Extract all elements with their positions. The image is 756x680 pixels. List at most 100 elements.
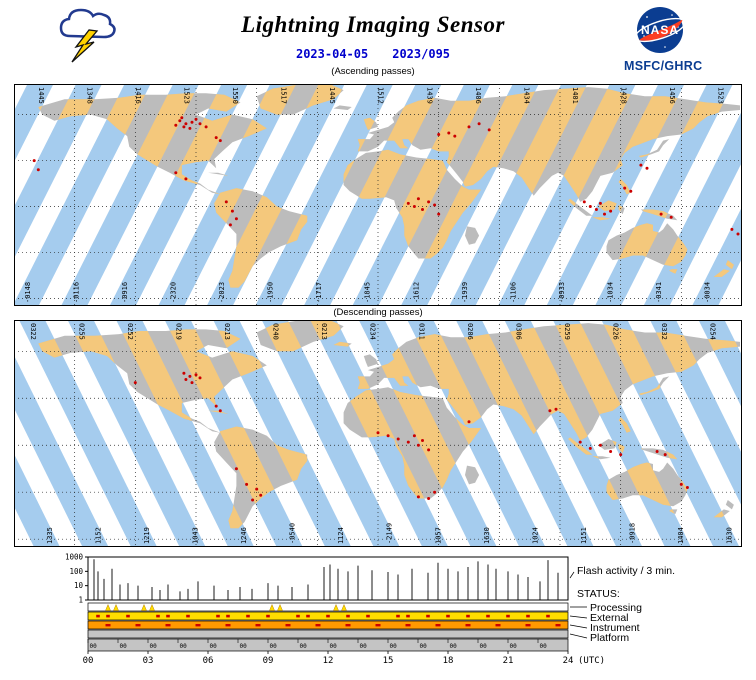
nasa-logo-text: NASA <box>641 23 679 37</box>
instrument-mark <box>105 624 111 627</box>
svg-text:1434: 1434 <box>522 87 530 104</box>
svg-text:00: 00 <box>420 643 428 650</box>
external-mark <box>166 614 170 618</box>
utc-unit-label: (UTC) <box>578 656 605 666</box>
date-link-iso[interactable]: 2023-04-05 <box>295 47 369 61</box>
nasa-logo-swoosh <box>639 19 683 41</box>
svg-text:00: 00 <box>120 643 128 650</box>
instrument-mark <box>375 624 381 627</box>
lightning-flash-dots <box>32 116 740 236</box>
svg-text:-1939: -1939 <box>461 282 469 303</box>
external-mark <box>546 614 550 618</box>
svg-text:00: 00 <box>390 643 398 650</box>
svg-text:1246: 1246 <box>240 527 248 544</box>
flash-activity-spikes <box>93 559 559 600</box>
svg-text:1057: 1057 <box>434 527 442 544</box>
processing-mark <box>341 603 347 611</box>
instrument-mark <box>495 624 501 627</box>
svg-text:1043: 1043 <box>192 527 200 544</box>
instrument-mark <box>405 624 411 627</box>
descending-passes-label: (Descending passes) <box>333 307 423 318</box>
instrument-mark <box>255 624 261 627</box>
svg-text:09: 09 <box>263 656 274 666</box>
lat-lon-grid <box>14 84 742 306</box>
svg-text:-1612: -1612 <box>412 282 420 303</box>
orbit-time-labels-bottom: 1335 1152 1219 1043 1246 -0540 1124 -2149 1057 16… <box>46 523 733 544</box>
svg-text:1630: 1630 <box>483 527 491 544</box>
svg-text:15: 15 <box>383 656 394 666</box>
svg-text:1219: 1219 <box>143 527 151 544</box>
svg-text:1523: 1523 <box>183 87 191 104</box>
svg-text:0252: 0252 <box>126 323 134 340</box>
svg-text:1404: 1404 <box>677 527 685 544</box>
instrument-mark <box>525 624 531 627</box>
svg-text:00: 00 <box>510 643 518 650</box>
svg-text:00: 00 <box>300 643 308 650</box>
processing-mark <box>277 603 283 611</box>
external-mark <box>526 614 530 618</box>
svg-text:-0116: -0116 <box>73 282 81 303</box>
svg-text:1000: 1000 <box>65 553 84 562</box>
svg-text:1445: 1445 <box>37 87 45 104</box>
svg-text:0306: 0306 <box>514 323 522 340</box>
external-mark <box>426 614 430 618</box>
svg-text:0332: 0332 <box>660 323 668 340</box>
svg-text:1401: 1401 <box>571 87 579 104</box>
svg-text:1523: 1523 <box>716 87 724 104</box>
svg-text:00: 00 <box>540 643 548 650</box>
label-leader-lines <box>569 571 588 639</box>
flash-activity-label: Flash activity / 3 min. <box>577 565 676 577</box>
svg-text:1416: 1416 <box>134 87 142 104</box>
lightning-flash-dots <box>133 371 689 502</box>
svg-text:21: 21 <box>503 656 514 666</box>
instrument-mark <box>285 624 291 627</box>
descending-passes-map[interactable]: 0322 0255 0252 0219 0213 0240 0213 0234 0311 0206… <box>14 320 742 547</box>
external-mark <box>216 614 220 618</box>
external-mark <box>306 614 310 618</box>
external-mark <box>326 614 330 618</box>
svg-text:-2149: -2149 <box>386 523 394 544</box>
svg-text:-1106: -1106 <box>509 282 517 303</box>
svg-text:00: 00 <box>270 643 278 650</box>
svg-text:-0341: -0341 <box>655 282 663 303</box>
status-label-instrument: Instrument <box>590 622 640 634</box>
external-mark <box>466 614 470 618</box>
svg-text:10: 10 <box>74 581 84 590</box>
external-mark <box>296 614 300 618</box>
svg-text:-1034: -1034 <box>606 282 614 303</box>
date-link-doy[interactable]: 2023/095 <box>392 47 451 61</box>
svg-text:1512: 1512 <box>377 87 385 104</box>
external-mark <box>156 614 160 618</box>
svg-text:00: 00 <box>240 643 248 650</box>
svg-text:0255: 0255 <box>78 323 86 340</box>
status-label-external: External <box>590 612 629 624</box>
cloud-shape <box>59 8 116 39</box>
svg-text:-0148: -0148 <box>24 282 32 303</box>
svg-text:-1950: -1950 <box>267 282 275 303</box>
status-row-processing <box>87 602 569 612</box>
orbit-time-labels-top: 1445 1348 1416 1523 1550 1517 1445 1512 1439 1406… <box>37 87 724 104</box>
svg-text:-0034: -0034 <box>703 282 711 303</box>
svg-text:1439: 1439 <box>425 87 433 104</box>
svg-text:0213: 0213 <box>223 323 231 340</box>
svg-text:00: 00 <box>83 656 94 666</box>
external-mark <box>106 614 110 618</box>
svg-text:1456: 1456 <box>668 87 676 104</box>
svg-text:00: 00 <box>330 643 338 650</box>
svg-text:1151: 1151 <box>580 527 588 544</box>
external-mark <box>266 614 270 618</box>
svg-text:-0918: -0918 <box>628 523 636 544</box>
status-row-platform <box>87 629 569 639</box>
map-border <box>14 84 742 306</box>
processing-mark <box>269 603 275 611</box>
instrument-mark <box>315 624 321 627</box>
svg-text:1550: 1550 <box>231 87 239 104</box>
ascending-passes-map[interactable]: 1445 1348 1416 1523 1550 1517 1445 1512 1439 1406… <box>14 84 742 306</box>
svg-text:00: 00 <box>180 643 188 650</box>
ascending-passes-label: (Ascending passes) <box>331 66 415 77</box>
external-mark <box>346 614 350 618</box>
svg-text:0206: 0206 <box>466 323 474 340</box>
lightning-bolt-shape <box>71 29 99 63</box>
svg-text:-2320: -2320 <box>170 282 178 303</box>
time-axis-labels: 00 03 06 09 12 15 18 21 24 (UTC) <box>83 651 605 666</box>
